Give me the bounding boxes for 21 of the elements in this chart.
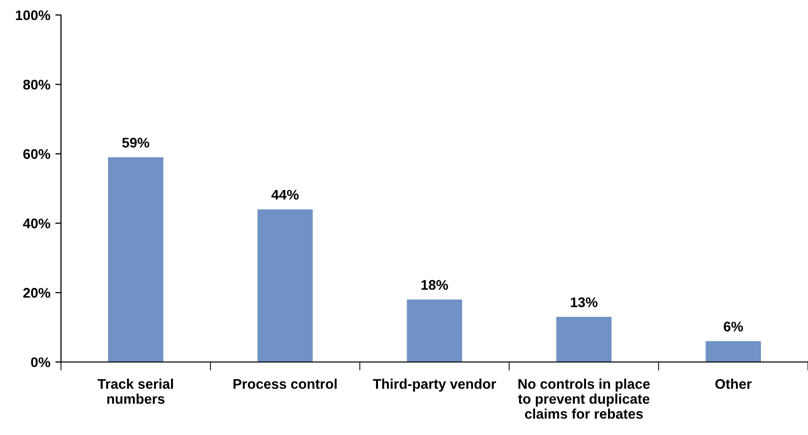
x-tick-label: Track serial numbers: [98, 378, 173, 404]
data-label: 18%: [421, 280, 448, 290]
data-label: 6%: [724, 322, 743, 332]
bar: [556, 316, 612, 362]
y-tick-label: 100%: [16, 10, 50, 20]
data-label: 59%: [122, 138, 150, 148]
y-tick-label: 40%: [22, 218, 50, 228]
y-tick-label: 80%: [23, 80, 50, 90]
x-tick-label: Process control: [234, 378, 337, 389]
y-tick-label: 0%: [31, 357, 50, 368]
x-tick-label: Third-party vendor: [372, 378, 496, 392]
x-tick-label: No controls in place to prevent duplicate claims for rebates: [518, 378, 650, 419]
bar: [257, 209, 313, 362]
data-label: 13%: [570, 297, 598, 308]
y-tick-label: 60%: [23, 149, 50, 159]
bar: [108, 157, 164, 362]
data-label: 44%: [271, 190, 299, 200]
bar: [406, 300, 462, 362]
x-tick-label: Other: [715, 378, 752, 389]
bar: [706, 341, 761, 362]
y-tick-label: 20%: [23, 288, 50, 298]
